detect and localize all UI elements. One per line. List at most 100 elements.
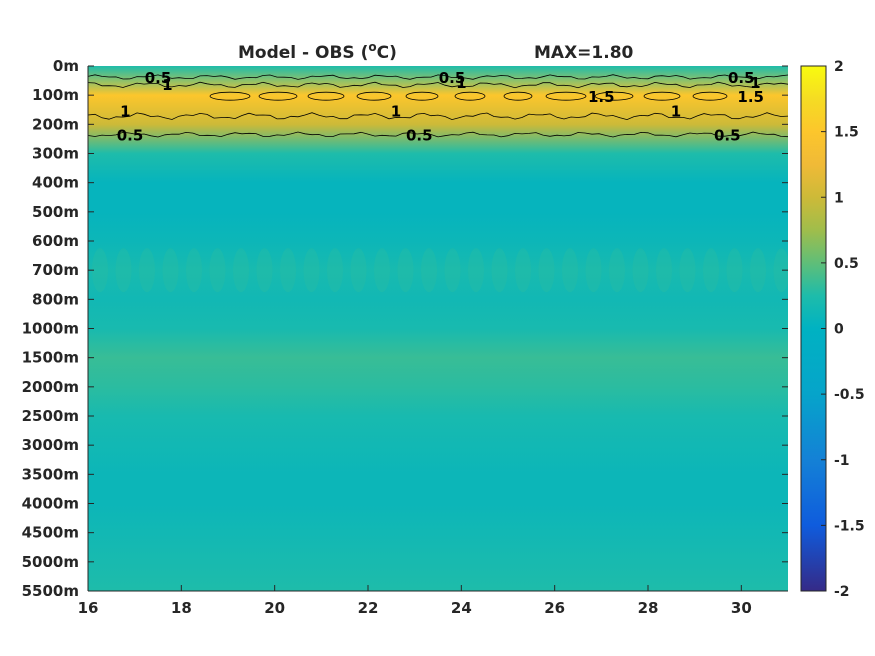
y-tick-label: 0m xyxy=(53,57,79,75)
contour-label: 1 xyxy=(120,102,130,120)
texture-blob xyxy=(679,248,696,293)
contour-label: 1.5 xyxy=(588,88,615,106)
max-label: MAX=1.80 xyxy=(534,43,634,63)
texture-blob xyxy=(115,248,132,293)
contour-label: 0.5 xyxy=(439,69,466,87)
x-tick-label: 16 xyxy=(78,599,99,617)
y-tick-label: 1000m xyxy=(22,320,79,338)
texture-blob xyxy=(468,248,484,293)
contour-label: 1 xyxy=(456,74,466,92)
contour-1.5-loop xyxy=(545,91,587,101)
contour-1-lower xyxy=(88,112,788,121)
texture-blob xyxy=(397,248,414,293)
texture-layer xyxy=(92,248,788,293)
texture-blob xyxy=(515,248,531,293)
y-tick-label: 400m xyxy=(32,174,79,192)
texture-blob xyxy=(186,248,202,293)
contour-1.5-loop xyxy=(503,91,533,101)
x-tick-label: 20 xyxy=(264,599,285,617)
texture-blob xyxy=(773,248,788,293)
contour-0.5-lower xyxy=(88,131,788,138)
contour-1.5-loop xyxy=(258,91,298,101)
texture-blob xyxy=(562,248,578,293)
y-tick-label: 1500m xyxy=(22,349,79,367)
texture-blob xyxy=(609,248,625,293)
x-tick-label: 18 xyxy=(171,599,192,617)
y-tick-label: 5500m xyxy=(22,582,79,600)
texture-blob xyxy=(491,248,508,293)
contour-lines xyxy=(88,74,788,138)
contour-1.5-loop xyxy=(692,91,728,101)
texture-blob xyxy=(444,248,461,293)
plot-area xyxy=(88,66,788,591)
colorbar-ticks: 2 1.5 1 0.5 0 -0.5 -1 -1.5 -2 xyxy=(821,59,865,600)
x-tick-label: 26 xyxy=(544,599,565,617)
y-tick-label: 2500m xyxy=(22,407,79,425)
texture-blob xyxy=(162,248,179,293)
texture-blob xyxy=(421,248,437,293)
contour-label: 1 xyxy=(671,102,681,120)
y-tick-label: 600m xyxy=(32,232,79,250)
contour-label: 0.5 xyxy=(406,126,433,144)
contour-0.5-upper xyxy=(88,74,788,80)
texture-blob xyxy=(209,248,226,293)
y-tick-label: 500m xyxy=(32,203,79,221)
texture-blob xyxy=(327,248,343,293)
contour-1.5-loop xyxy=(209,91,251,101)
contour-1.5-loop xyxy=(356,91,392,101)
contour-label: 0.5 xyxy=(728,69,755,87)
y-tick-label: 300m xyxy=(32,145,79,163)
x-tick-label: 28 xyxy=(638,599,659,617)
texture-blob xyxy=(585,248,602,293)
y-tick-label: 3500m xyxy=(22,465,79,483)
texture-blob xyxy=(280,248,296,293)
texture-blob xyxy=(256,248,273,293)
texture-blob xyxy=(726,248,743,293)
colorbar-tick-label: -0.5 xyxy=(834,387,865,403)
contour-1.5-loop xyxy=(405,91,439,101)
texture-blob xyxy=(233,248,249,293)
contour-1.5-loop xyxy=(454,91,486,101)
y-tick-label: 700m xyxy=(32,261,79,279)
colorbar-tick-label: 1 xyxy=(834,190,844,206)
heatmap-field xyxy=(88,66,788,591)
colorbar-tick-label: 0 xyxy=(834,322,844,338)
contour-label: 1 xyxy=(391,102,401,120)
colorbar-tick-label: 1.5 xyxy=(834,125,859,141)
x-tick-label: 24 xyxy=(451,599,472,617)
contour-label: 0.5 xyxy=(145,69,172,87)
x-tick-label: 30 xyxy=(731,599,752,617)
y-tick-label: 4000m xyxy=(22,495,79,513)
y-tick-label: 800m xyxy=(32,290,79,308)
contour-1.5-loop xyxy=(307,91,345,101)
texture-blob xyxy=(656,248,672,293)
colorbar-tick-label: -2 xyxy=(834,584,850,600)
contour-1.5-loop xyxy=(594,91,634,101)
contour-label: 1.5 xyxy=(737,88,764,106)
chart-title: Model - OBS (oC) xyxy=(238,40,397,63)
texture-blob xyxy=(750,248,766,293)
contour-label: 1 xyxy=(750,74,760,92)
texture-blob xyxy=(538,248,555,293)
texture-blob xyxy=(374,248,390,293)
texture-blob xyxy=(350,248,367,293)
y-tick-label: 3000m xyxy=(22,436,79,454)
contour-label: 1 xyxy=(162,76,172,94)
y-tick-label: 200m xyxy=(32,115,79,133)
texture-blob xyxy=(139,248,155,293)
texture-blob xyxy=(632,248,649,293)
contour-label: 0.5 xyxy=(117,126,144,144)
y-tick-label: 4500m xyxy=(22,524,79,542)
x-axis-ticks: 16 18 20 22 24 26 28 30 xyxy=(78,585,752,617)
colorbar-tick-label: 2 xyxy=(834,59,844,75)
contour-1.5-loop xyxy=(643,91,681,101)
y-axis-ticks: 0m 100m 200m 300m 400m 500m 600m 700m 800m 1000m 1… xyxy=(22,57,788,600)
contour-label: 0.5 xyxy=(714,126,741,144)
x-tick-label: 22 xyxy=(358,599,379,617)
colorbar-tick-label: -1.5 xyxy=(834,518,865,534)
texture-blob xyxy=(303,248,320,293)
texture-blob xyxy=(703,248,719,293)
colorbar-tick-label: -1 xyxy=(834,453,850,469)
